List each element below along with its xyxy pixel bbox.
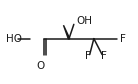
Text: OH: OH <box>77 16 93 26</box>
Text: HO: HO <box>6 34 22 44</box>
Text: F: F <box>85 51 91 61</box>
Text: O: O <box>37 60 45 71</box>
Text: F: F <box>101 51 106 61</box>
Text: F: F <box>120 34 126 44</box>
Polygon shape <box>63 25 70 39</box>
